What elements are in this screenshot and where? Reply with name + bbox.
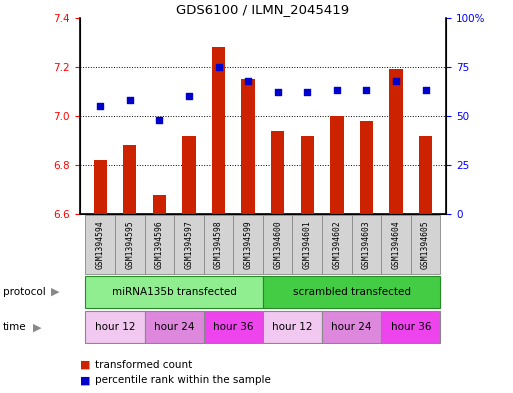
Text: GSM1394594: GSM1394594 <box>96 220 105 269</box>
Bar <box>153 195 166 214</box>
FancyBboxPatch shape <box>351 215 381 274</box>
Text: GSM1394598: GSM1394598 <box>214 220 223 269</box>
Text: ■: ■ <box>80 375 90 386</box>
Text: ▶: ▶ <box>33 322 42 332</box>
FancyBboxPatch shape <box>86 312 145 343</box>
Point <box>244 77 252 84</box>
Text: protocol: protocol <box>3 287 45 297</box>
Bar <box>242 79 255 214</box>
FancyBboxPatch shape <box>86 276 263 307</box>
Text: GSM1394601: GSM1394601 <box>303 220 312 269</box>
Point <box>333 87 341 94</box>
FancyBboxPatch shape <box>263 276 440 307</box>
Bar <box>182 136 195 214</box>
Bar <box>93 160 107 214</box>
Bar <box>123 145 136 214</box>
Point <box>273 89 282 95</box>
Text: ▶: ▶ <box>51 287 60 297</box>
Point <box>362 87 370 94</box>
Text: scrambled transfected: scrambled transfected <box>292 287 410 297</box>
FancyBboxPatch shape <box>204 312 263 343</box>
Text: GSM1394602: GSM1394602 <box>332 220 341 269</box>
FancyBboxPatch shape <box>263 215 292 274</box>
Point <box>214 64 223 70</box>
FancyBboxPatch shape <box>322 312 381 343</box>
FancyBboxPatch shape <box>204 215 233 274</box>
Point <box>303 89 311 95</box>
Bar <box>389 69 403 214</box>
Text: GSM1394603: GSM1394603 <box>362 220 371 269</box>
Bar <box>301 136 314 214</box>
Text: GSM1394600: GSM1394600 <box>273 220 282 269</box>
FancyBboxPatch shape <box>233 215 263 274</box>
Bar <box>419 136 432 214</box>
Point <box>155 117 164 123</box>
Text: hour 24: hour 24 <box>154 322 194 332</box>
Bar <box>212 47 225 214</box>
Text: time: time <box>3 322 26 332</box>
FancyBboxPatch shape <box>292 215 322 274</box>
Text: GSM1394599: GSM1394599 <box>244 220 252 269</box>
Text: hour 12: hour 12 <box>272 322 313 332</box>
Text: miRNA135b transfected: miRNA135b transfected <box>112 287 236 297</box>
FancyBboxPatch shape <box>145 215 174 274</box>
Bar <box>360 121 373 214</box>
FancyBboxPatch shape <box>411 215 440 274</box>
FancyBboxPatch shape <box>322 215 351 274</box>
Point <box>392 77 400 84</box>
FancyBboxPatch shape <box>174 215 204 274</box>
Text: GSM1394604: GSM1394604 <box>391 220 401 269</box>
Bar <box>271 130 284 214</box>
Text: hour 12: hour 12 <box>95 322 135 332</box>
Text: percentile rank within the sample: percentile rank within the sample <box>95 375 271 386</box>
FancyBboxPatch shape <box>145 312 204 343</box>
Text: GSM1394596: GSM1394596 <box>155 220 164 269</box>
Text: hour 24: hour 24 <box>331 322 372 332</box>
Bar <box>330 116 344 214</box>
Text: GSM1394595: GSM1394595 <box>125 220 134 269</box>
Text: GSM1394597: GSM1394597 <box>185 220 193 269</box>
Text: ■: ■ <box>80 360 90 370</box>
FancyBboxPatch shape <box>115 215 145 274</box>
Point <box>422 87 430 94</box>
Text: transformed count: transformed count <box>95 360 192 370</box>
Text: hour 36: hour 36 <box>213 322 253 332</box>
Title: GDS6100 / ILMN_2045419: GDS6100 / ILMN_2045419 <box>176 4 349 17</box>
Point <box>185 93 193 99</box>
Point <box>96 103 104 109</box>
FancyBboxPatch shape <box>263 312 322 343</box>
Text: hour 36: hour 36 <box>390 322 431 332</box>
FancyBboxPatch shape <box>381 312 440 343</box>
FancyBboxPatch shape <box>381 215 411 274</box>
FancyBboxPatch shape <box>86 215 115 274</box>
Point <box>126 97 134 103</box>
Text: GSM1394605: GSM1394605 <box>421 220 430 269</box>
